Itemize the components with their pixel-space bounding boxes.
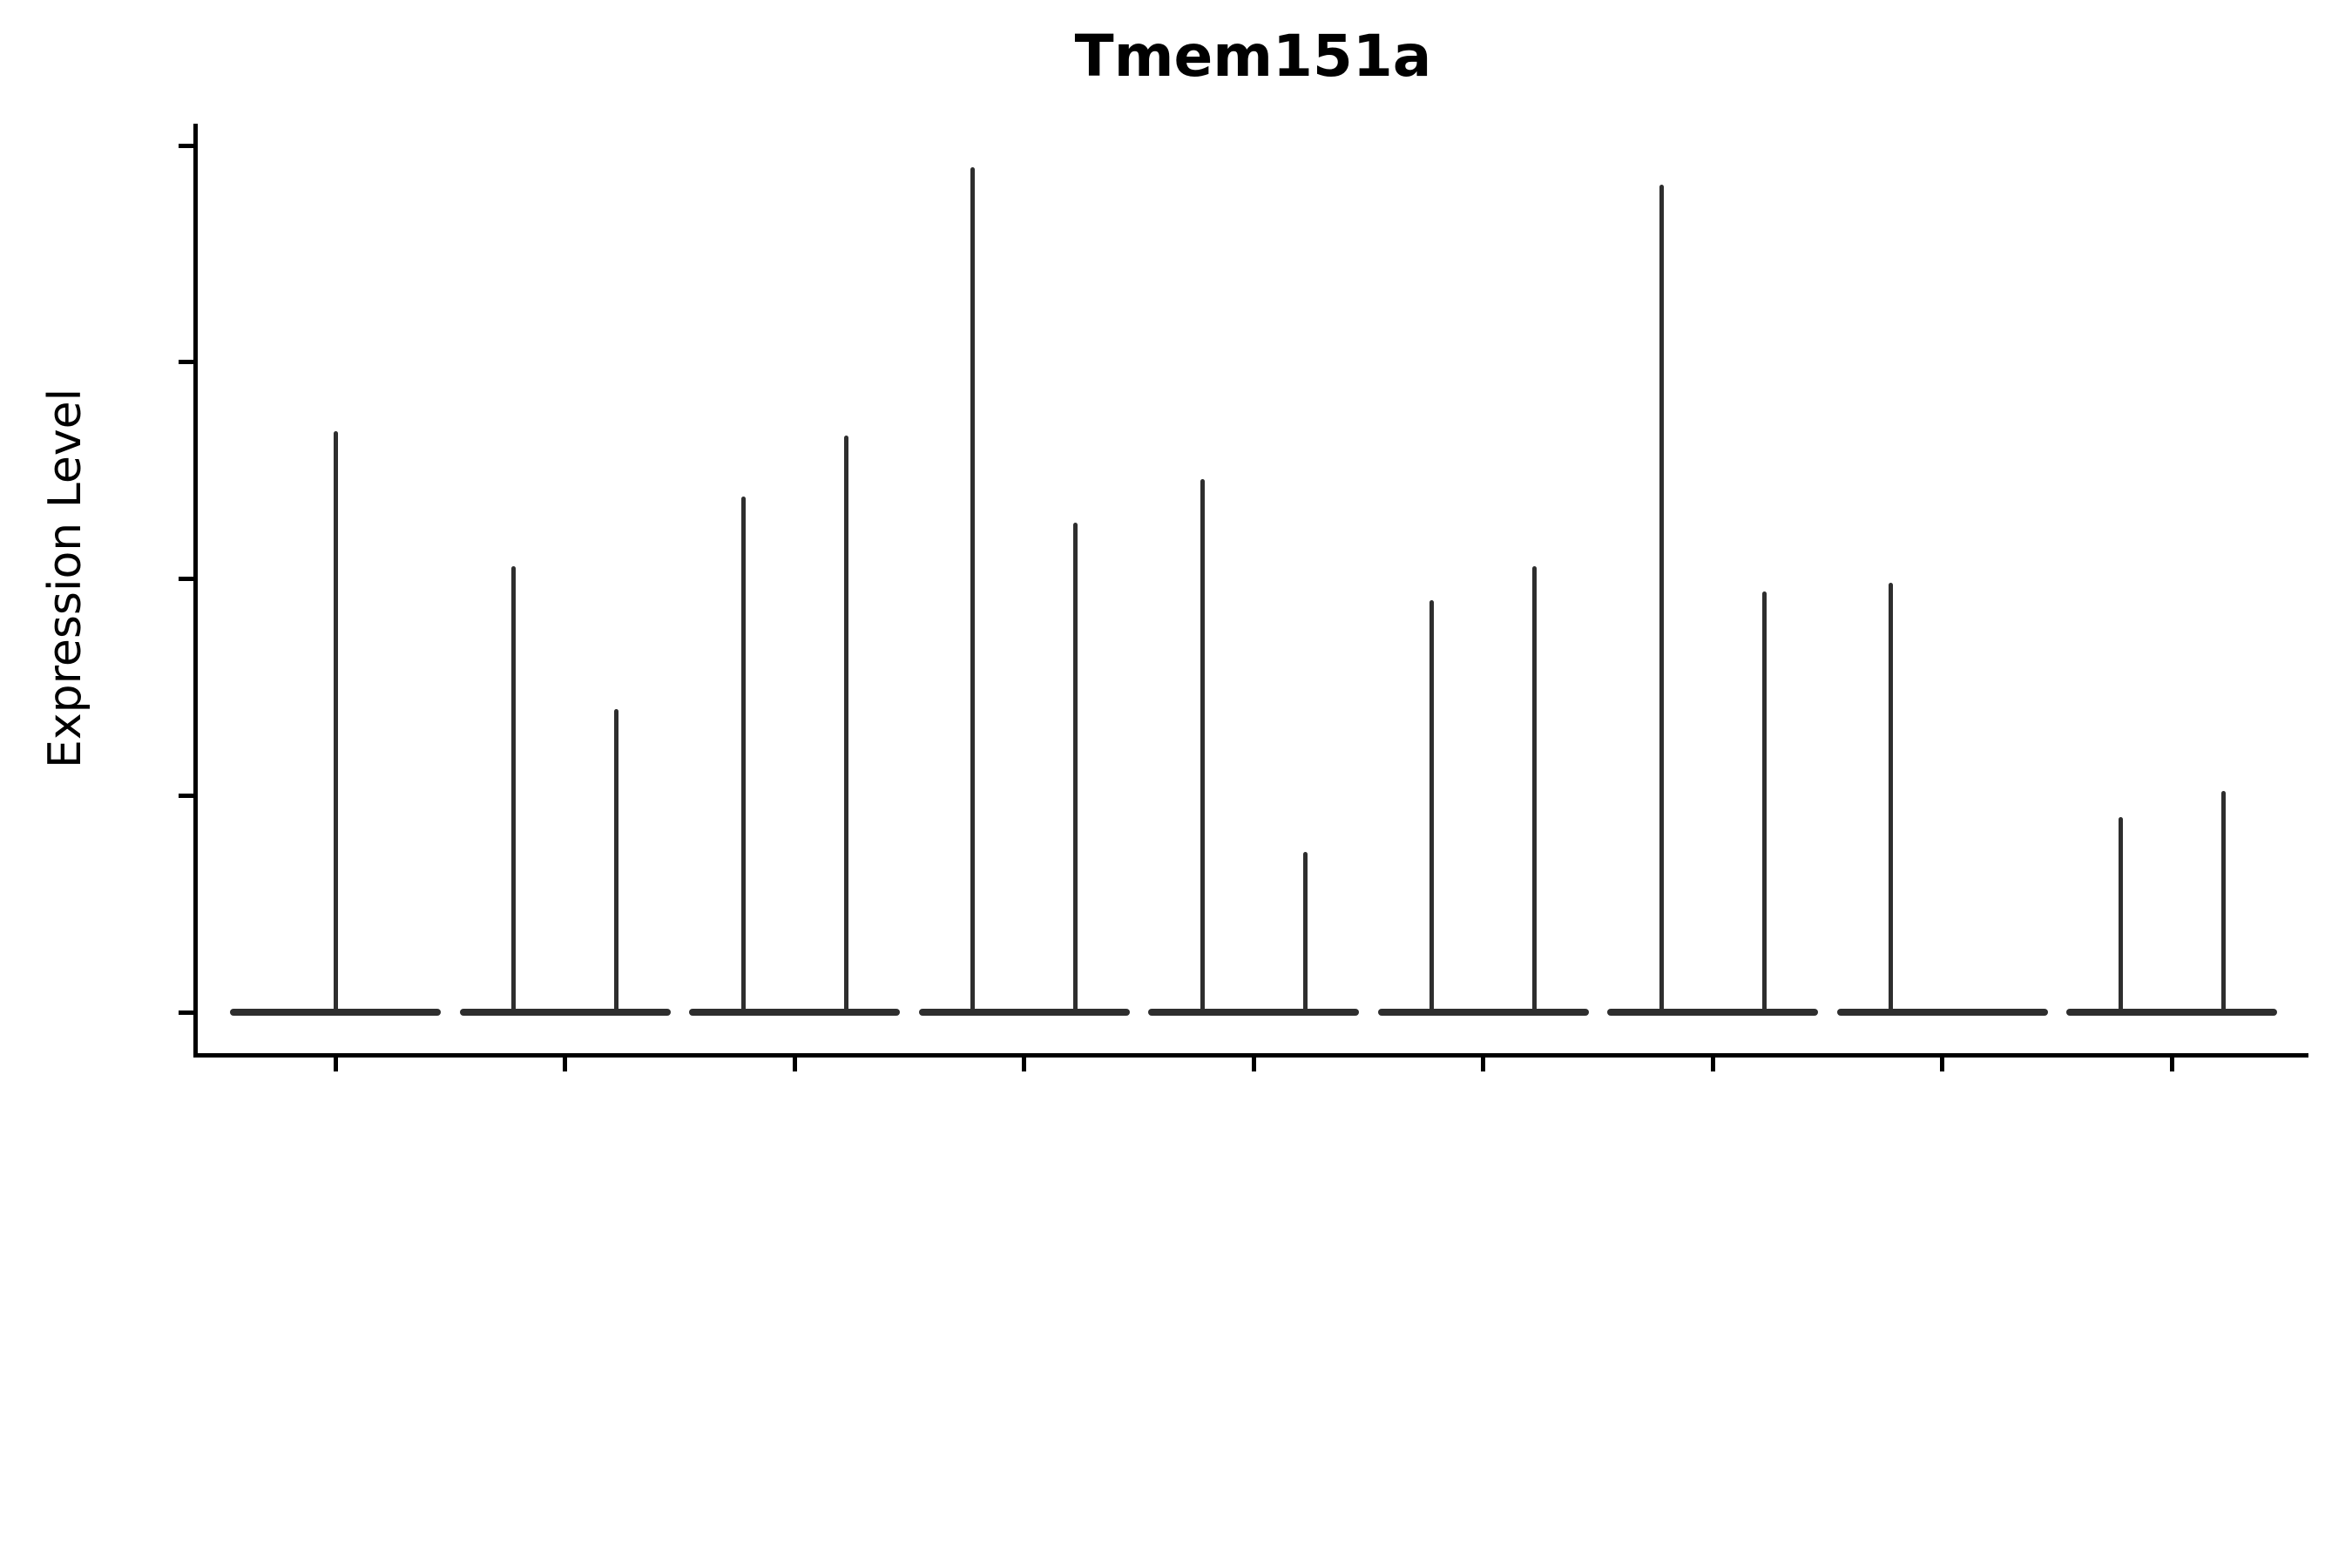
violin-spike [970,166,975,1012]
chart-title: Tmem151a [1074,23,1432,90]
y-tick-mark [179,143,193,148]
y-axis-spine [193,124,198,1058]
violin-spike [1073,522,1078,1012]
violin-spike [1200,479,1205,1012]
y-tick-mark [179,1010,193,1015]
violin-spike [1429,600,1434,1012]
x-tick-mark [2169,1058,2174,1071]
x-tick-mark [333,1058,338,1071]
violin-baseline [230,1009,441,1016]
violin-spike [333,431,338,1012]
violin-baseline [1377,1009,1589,1016]
violin-spike [511,565,516,1012]
x-tick-mark [563,1058,567,1071]
violin-baseline [459,1009,671,1016]
violin-spike [1532,565,1537,1012]
violin-baseline [1607,1009,1818,1016]
y-tick-mark [179,577,193,581]
violin-spike [614,708,618,1012]
x-tick-mark [1940,1058,1944,1071]
violin-spike [1761,591,1767,1012]
violin-spike [843,436,848,1012]
violin-baseline [689,1009,900,1016]
x-tick-mark [1022,1058,1026,1071]
y-tick-mark [179,360,193,365]
violin-baseline [2066,1009,2277,1016]
violin-spike [740,496,746,1012]
x-tick-mark [1481,1058,1485,1071]
x-tick-mark [792,1058,797,1071]
violin-spike [2118,817,2123,1012]
x-tick-mark [1710,1058,1715,1071]
violin-spike [1889,583,1893,1012]
violin-baseline [1148,1009,1359,1016]
y-tick-mark [179,793,193,798]
x-tick-mark [1251,1058,1256,1071]
violin-baseline [1836,1009,2048,1016]
violin-baseline [918,1009,1130,1016]
violin-spike [1659,184,1664,1012]
violin-spike [1302,851,1308,1012]
x-axis-spine [193,1053,2308,1058]
violin-spike [2220,791,2226,1012]
